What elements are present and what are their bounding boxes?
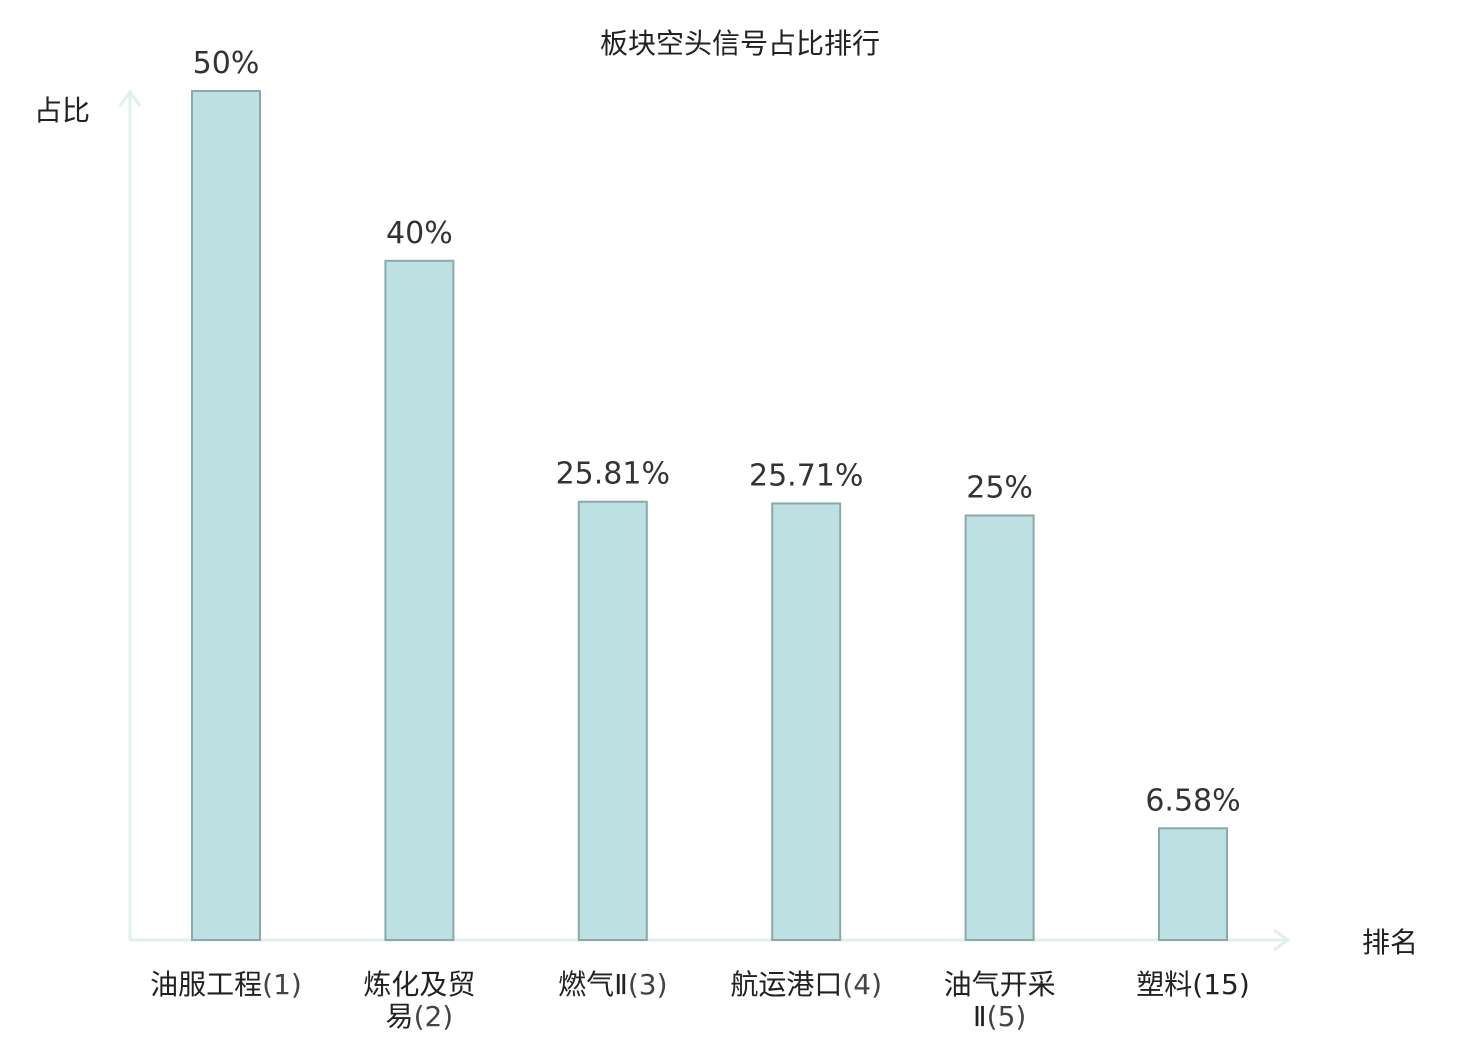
category-name: 炼化及贸 bbox=[363, 968, 475, 1001]
category-name: 塑料 bbox=[1136, 968, 1192, 1001]
value-label-6: 6.58% bbox=[1145, 783, 1240, 818]
value-label-5: 25% bbox=[966, 471, 1033, 506]
category-rank: (4) bbox=[842, 968, 882, 1001]
value-label-2: 40% bbox=[386, 216, 453, 251]
category-label-6-line-1: 塑料(15) bbox=[1136, 968, 1250, 1001]
chart-title: 板块空头信号占比排行 bbox=[600, 27, 880, 60]
category-name: 燃气Ⅱ bbox=[558, 968, 628, 1001]
value-label-4: 25.71% bbox=[749, 458, 863, 493]
category-label-3-line-1: 燃气Ⅱ(3) bbox=[558, 968, 667, 1001]
category-name: 航运港口 bbox=[730, 968, 842, 1001]
bar-5 bbox=[964, 514, 1035, 941]
bar-3 bbox=[577, 500, 648, 941]
x-axis-arrow bbox=[1273, 928, 1291, 952]
value-label-1: 50% bbox=[193, 46, 260, 81]
y-axis-label: 占比 bbox=[34, 94, 90, 127]
bar-2 bbox=[384, 259, 455, 941]
bar-6 bbox=[1158, 827, 1228, 942]
category-label-5-line-2: Ⅱ(5) bbox=[973, 1000, 1026, 1033]
category-name: Ⅱ bbox=[973, 1000, 987, 1033]
y-axis-arrow bbox=[118, 89, 142, 107]
category-rank: (1) bbox=[262, 968, 302, 1001]
category-rank: (5) bbox=[987, 1000, 1027, 1033]
axes bbox=[118, 89, 1291, 952]
bar-1 bbox=[191, 90, 261, 941]
category-name: 油服工程 bbox=[150, 968, 262, 1001]
category-rank: (2) bbox=[414, 1000, 454, 1033]
bar-4 bbox=[771, 502, 842, 941]
value-label-3: 25.81% bbox=[556, 457, 670, 492]
category-label-1-line-1: 油服工程(1) bbox=[150, 968, 302, 1001]
category-rank: (15) bbox=[1192, 968, 1249, 1001]
bars bbox=[191, 90, 1228, 942]
category-name: 油气开采 bbox=[944, 968, 1056, 1001]
category-label-2-line-1: 炼化及贸 bbox=[363, 968, 475, 1001]
category-label-2-line-2: 易(2) bbox=[386, 1000, 454, 1033]
category-name: 易 bbox=[386, 1000, 414, 1033]
category-rank: (3) bbox=[628, 968, 668, 1001]
x-axis-label: 排名 bbox=[1362, 926, 1418, 959]
category-label-5-line-1: 油气开采 bbox=[944, 968, 1056, 1001]
category-label-4-line-1: 航运港口(4) bbox=[730, 968, 882, 1001]
value-labels: 50% 40% 25.81% 25.71% 25% 6.58% bbox=[193, 46, 1241, 818]
